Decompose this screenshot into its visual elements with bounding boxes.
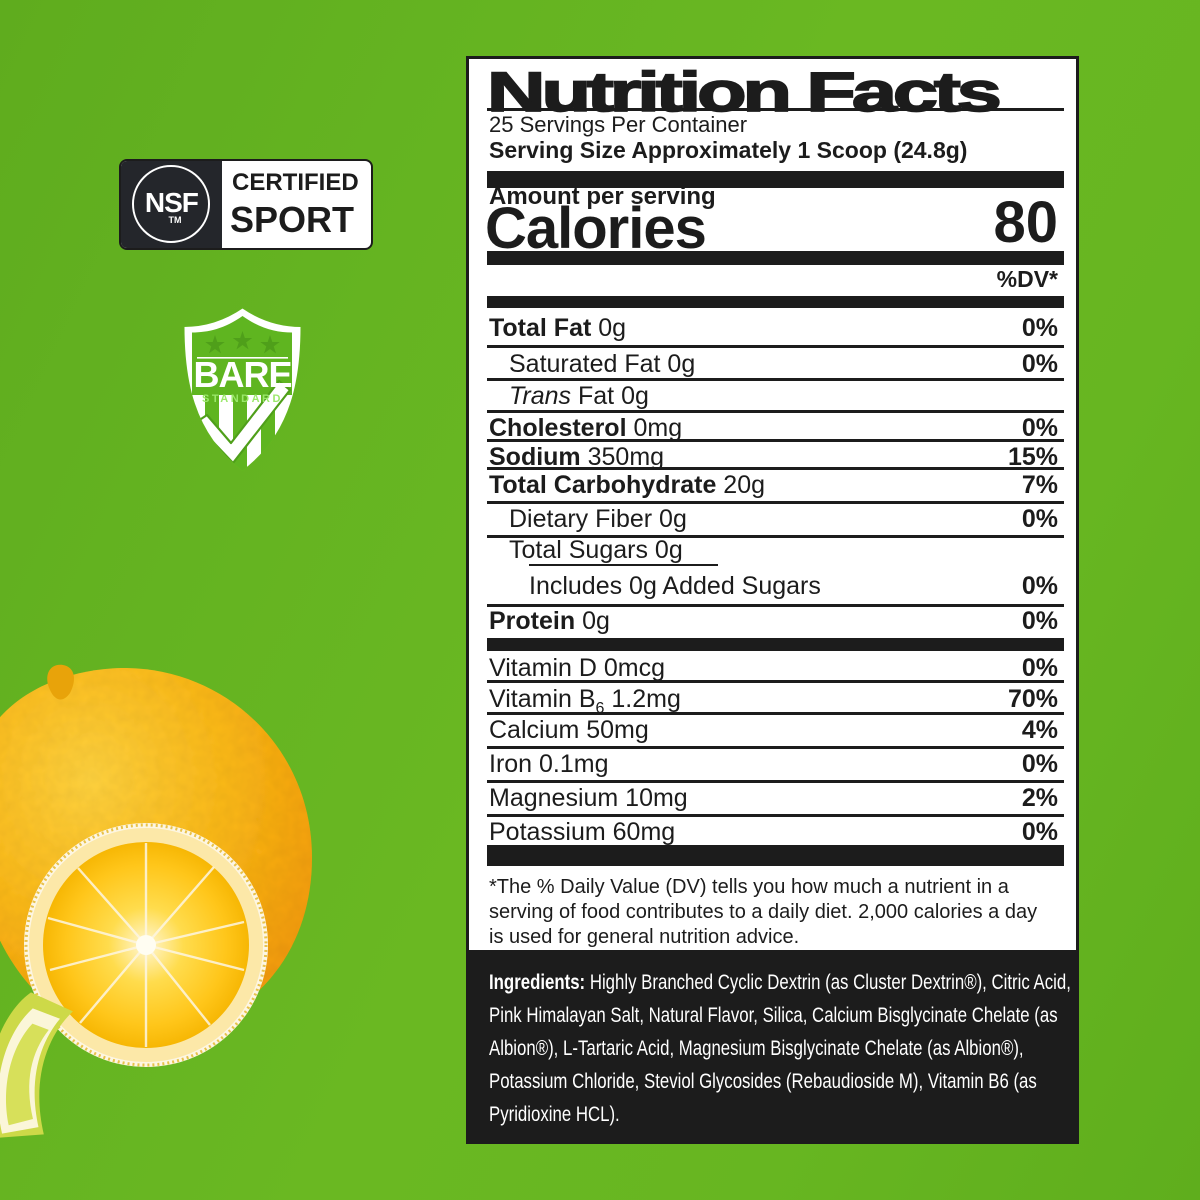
svg-text:BARE: BARE — [193, 354, 291, 395]
svg-text:STANDARD: STANDARD — [202, 393, 283, 405]
